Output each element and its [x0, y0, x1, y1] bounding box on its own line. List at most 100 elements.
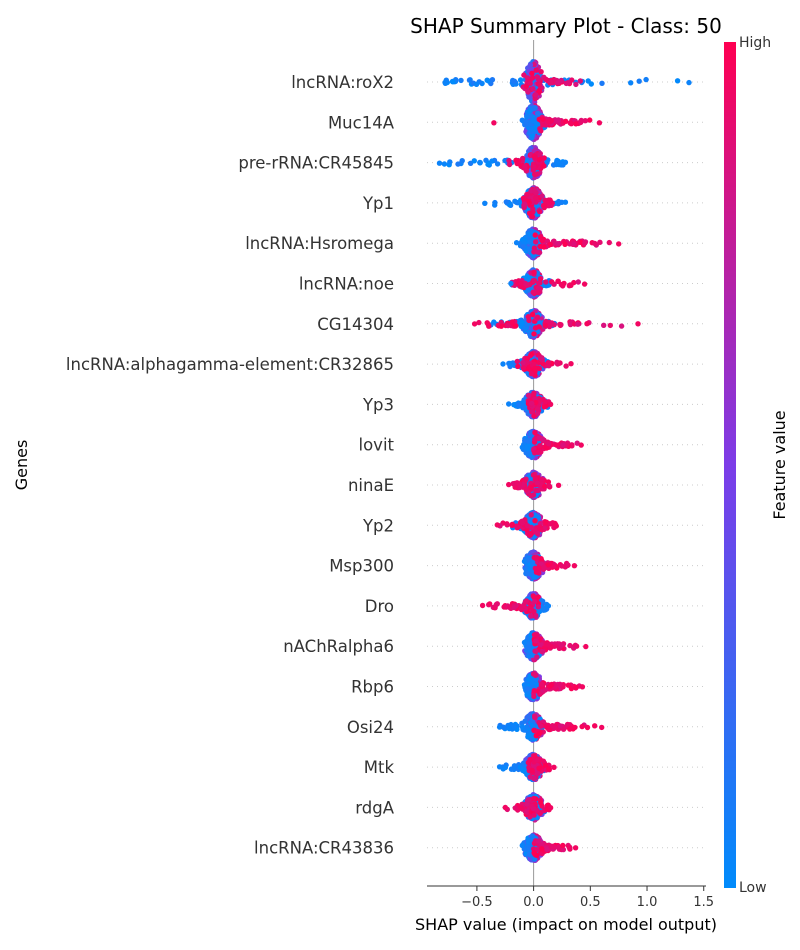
shap-point: [547, 401, 554, 407]
shap-point: [555, 117, 562, 123]
shap-point: [520, 244, 526, 250]
shap-point: [530, 289, 536, 295]
shap-point: [545, 360, 551, 366]
shap-point: [543, 199, 550, 205]
shap-point: [506, 401, 512, 407]
shap-point: [541, 163, 547, 169]
shap-point: [525, 89, 531, 95]
shap-point: [455, 161, 461, 167]
shap-point: [520, 365, 527, 371]
shap-point: [529, 75, 536, 81]
shap-point: [536, 88, 542, 94]
shap-point: [536, 76, 542, 83]
shap-point: [513, 240, 520, 246]
shap-point: [512, 323, 519, 329]
shap-point: [523, 486, 529, 493]
shap-point: [532, 232, 538, 238]
shap-point: [531, 153, 537, 160]
shap-point: [542, 399, 548, 405]
shap-point: [571, 241, 577, 247]
shap-point: [539, 193, 545, 199]
shap-point: [509, 522, 515, 528]
shap-point: [571, 563, 578, 569]
shap-point: [529, 409, 535, 415]
shap-point: [529, 400, 535, 407]
shap-point: [582, 240, 588, 246]
shap-point: [526, 317, 532, 324]
shap-point: [532, 187, 538, 193]
shap-point: [517, 77, 524, 83]
shap-point: [618, 323, 625, 329]
shap-point: [530, 311, 536, 318]
shap-point: [535, 487, 541, 494]
shap-point: [532, 518, 538, 524]
chart-title: SHAP Summary Plot - Class: 50: [410, 14, 722, 38]
shap-point: [547, 79, 554, 86]
shap-point: [518, 280, 524, 286]
shap-point: [535, 110, 541, 117]
shap-point: [674, 78, 681, 84]
shap-point: [531, 331, 537, 337]
shap-point: [536, 156, 543, 163]
shap-point: [532, 450, 538, 456]
shap-point: [459, 158, 465, 164]
shap-point: [535, 290, 541, 296]
shap-point: [526, 532, 533, 539]
shap-point: [547, 241, 553, 248]
shap-point: [536, 81, 542, 87]
shap-point: [541, 564, 547, 571]
shap-point: [528, 512, 534, 518]
shap-point: [616, 241, 622, 247]
shap-point: [473, 81, 480, 88]
shap-point: [530, 118, 536, 124]
shap-point: [557, 360, 563, 366]
shap-point: [520, 195, 527, 201]
shap-point: [545, 118, 551, 125]
shap-point: [563, 363, 569, 369]
shap-point: [587, 117, 593, 123]
shap-point: [533, 195, 539, 201]
shap-point: [492, 202, 498, 208]
shap-point: [441, 161, 448, 167]
shap-point: [532, 365, 538, 372]
shap-point: [489, 158, 495, 164]
shap-point: [562, 241, 568, 247]
shap-point: [537, 443, 543, 449]
shap-point: [606, 239, 612, 246]
shap-point: [534, 530, 541, 537]
shap-point: [519, 444, 525, 450]
shap-point: [557, 321, 563, 328]
shap-point: [532, 436, 538, 443]
shap-point: [512, 198, 518, 204]
shap-point: [533, 92, 539, 98]
shap-point: [524, 282, 530, 288]
shap-point: [531, 574, 537, 580]
shap-point: [532, 105, 538, 111]
shap-point: [531, 269, 537, 275]
shap-point: [584, 321, 590, 327]
shap-point: [535, 406, 541, 412]
shap-point: [596, 120, 603, 126]
shap-point: [506, 481, 512, 488]
shap-point: [485, 161, 491, 168]
shap-point: [484, 320, 490, 326]
shap-point: [531, 391, 537, 398]
shap-point: [521, 558, 528, 565]
shap-point: [504, 522, 510, 528]
shap-point: [526, 108, 533, 115]
shap-point: [471, 158, 477, 164]
shap-point: [545, 441, 552, 447]
shap-point: [522, 163, 528, 170]
shap-point: [527, 62, 534, 68]
shap-point: [643, 76, 649, 83]
shap-point: [458, 77, 464, 84]
shap-point: [533, 239, 539, 245]
shap-point: [536, 565, 542, 571]
shap-point: [554, 241, 561, 247]
shap-point: [543, 279, 549, 285]
shap-point: [528, 351, 535, 357]
shap-point: [534, 480, 540, 486]
shap-point: [582, 118, 588, 124]
shap-point: [523, 168, 530, 174]
shap-point: [578, 442, 584, 448]
